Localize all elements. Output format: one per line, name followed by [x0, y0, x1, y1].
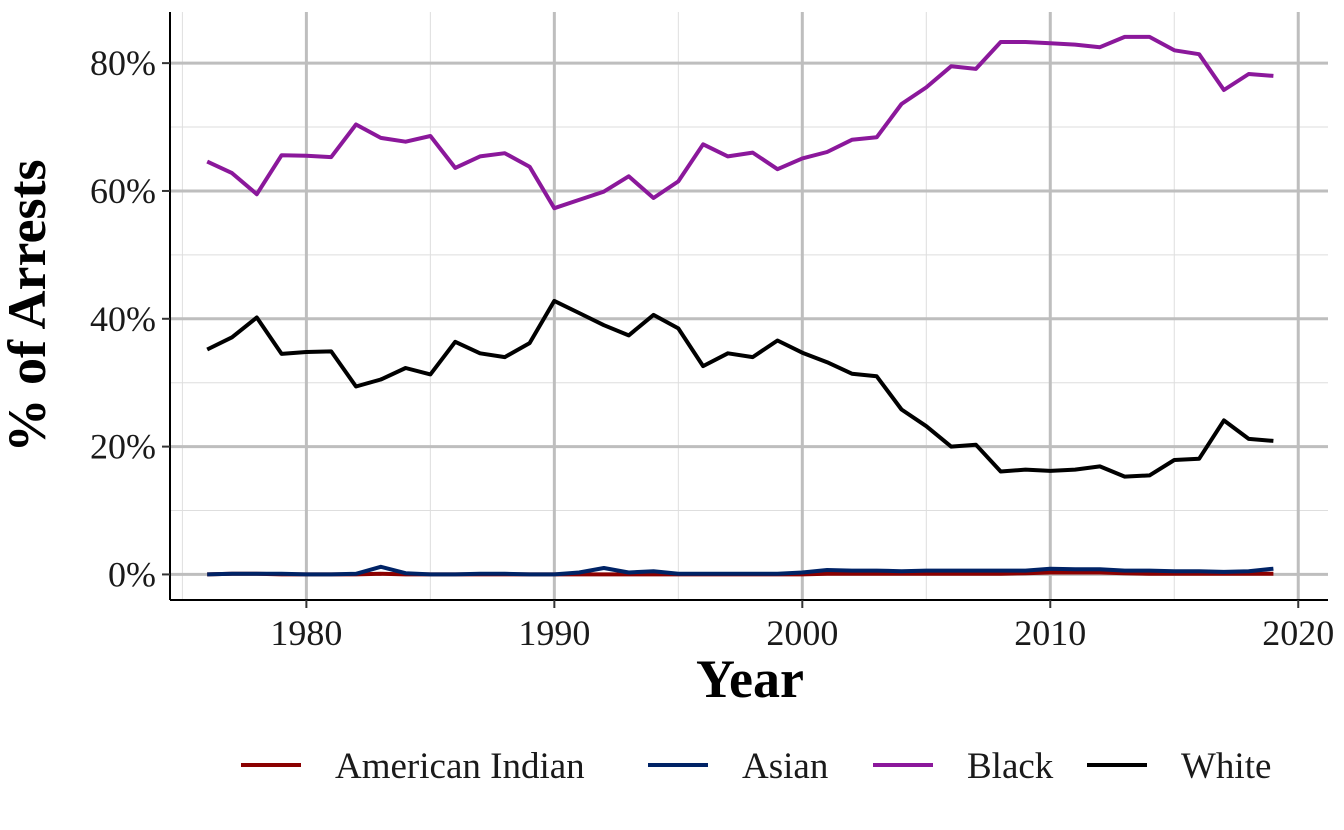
y-axis-ticks: 0% 20% 40% 60% 80% [90, 43, 170, 594]
legend-label-black: Black [967, 746, 1054, 787]
legend-label-white: White [1181, 746, 1271, 787]
x-tick-label: 1990 [518, 613, 590, 653]
y-axis-title: % of Arrests [0, 160, 57, 453]
major-grid [170, 12, 1328, 600]
y-tick-label: 40% [90, 299, 156, 339]
y-tick-label: 20% [90, 427, 156, 467]
x-axis-ticks: 1980 1990 2000 2010 2020 [270, 600, 1334, 653]
series-line-asian [207, 564, 1274, 577]
series-line-black [206, 34, 1274, 211]
x-tick-label: 2020 [1262, 613, 1334, 653]
y-tick-label: 0% [108, 554, 156, 594]
x-tick-label: 1980 [270, 613, 342, 653]
axes [169, 12, 1328, 601]
x-tick-label: 2010 [1014, 613, 1086, 653]
series-lines [206, 34, 1274, 577]
legend: American Indian Asian Black White [241, 746, 1271, 787]
minor-grid [170, 12, 1328, 600]
legend-label-asian: Asian [742, 746, 828, 787]
x-tick-label: 2000 [766, 613, 838, 653]
x-axis-title: Year [696, 649, 804, 709]
y-tick-label: 80% [90, 43, 156, 83]
series-line-white [206, 298, 1274, 479]
legend-label-american-indian: American Indian [335, 746, 585, 787]
y-tick-label: 60% [90, 171, 156, 211]
